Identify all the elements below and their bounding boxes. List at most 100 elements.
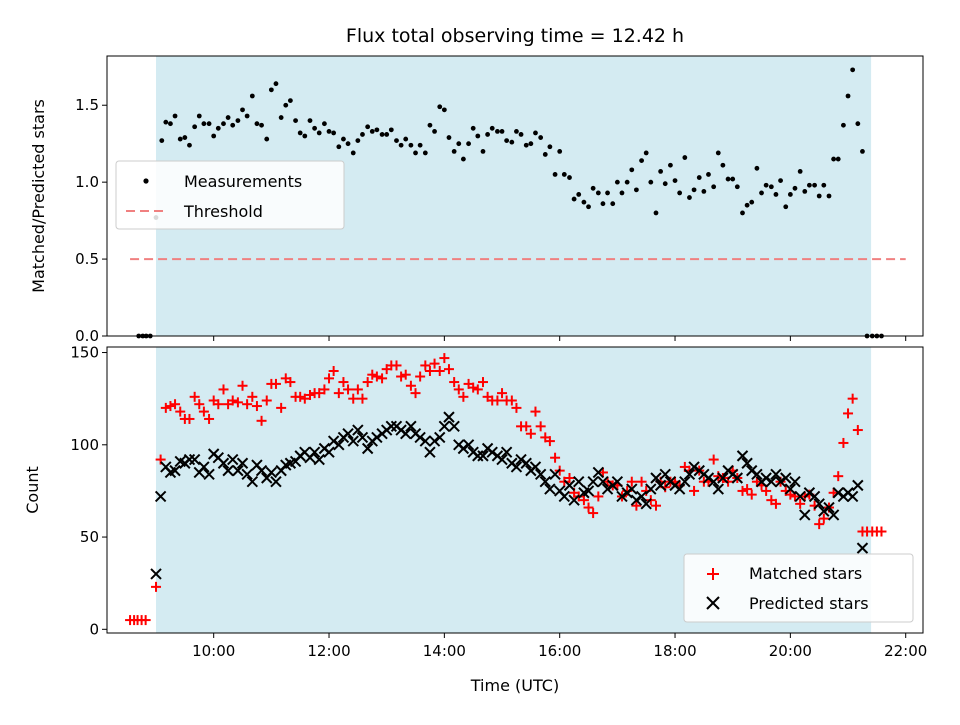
measurement-point (619, 190, 625, 196)
matched-star-point (631, 500, 642, 511)
predicted-star-point (789, 475, 801, 488)
matched-star-point (218, 384, 229, 395)
top-ytick-label: 0.0 (75, 327, 99, 345)
predicted-star-point (563, 479, 576, 492)
measurement-point (552, 172, 558, 177)
bottom-xtick-label: 10:00 (192, 642, 235, 660)
matched-star-point (838, 437, 849, 448)
matched-star-point (785, 489, 796, 500)
predicted-star-point (707, 475, 720, 488)
predicted-star-point (846, 490, 859, 503)
matched-star-point (198, 406, 209, 417)
bottom-y-axis-label: Count (23, 466, 42, 514)
measurement-point (485, 132, 491, 137)
measurement-point (816, 193, 822, 199)
measurement-point (826, 193, 832, 199)
matched-star-point (559, 476, 570, 487)
measurement-point (172, 113, 178, 119)
measurement-point (835, 156, 841, 162)
matched-star-point (708, 454, 719, 465)
predicted-star-point (342, 428, 354, 440)
measurement-point (206, 121, 212, 127)
predicted-star-point (265, 466, 278, 479)
predicted-star-point (183, 453, 196, 466)
measurement-point (509, 139, 515, 145)
legend-threshold-label: Threshold (183, 202, 263, 221)
legend-predicted-marker (706, 596, 720, 610)
predicted-star-point (255, 464, 268, 477)
measurement-point (341, 136, 346, 142)
matched-star-point (151, 581, 162, 592)
predicted-star-point (434, 431, 446, 444)
measurement-point (802, 188, 808, 194)
predicted-star-point (327, 435, 340, 447)
matched-star-point (314, 388, 325, 399)
predicted-star-point (347, 435, 359, 447)
measurement-point (312, 125, 318, 131)
measurement-point (518, 132, 524, 137)
bottom-x-ticks: 10:00 12:00 14:00 16:00 18:00 20:00 22:00 (192, 633, 927, 660)
measurement-point (398, 142, 404, 148)
matched-star-point (847, 393, 858, 404)
top-plot-frame (106, 55, 924, 337)
predicted-star-point (751, 468, 763, 481)
measurement-point (182, 135, 188, 140)
measurement-point (432, 128, 437, 134)
matched-star-point (453, 384, 464, 395)
predicted-star-point (827, 509, 840, 521)
predicted-star-point (448, 420, 460, 433)
predicted-star-point (760, 472, 772, 484)
matched-star-point (429, 358, 440, 369)
bottom-xtick-label: 22:00 (884, 642, 927, 660)
bottom-xtick-label: 14:00 (423, 642, 466, 660)
matched-star-point (170, 399, 181, 410)
predicted-star-point (323, 446, 335, 458)
measurement-point (730, 176, 736, 182)
measurement-point (538, 135, 544, 140)
top-legend: Measurements Threshold (115, 160, 345, 230)
measurement-point (196, 113, 202, 119)
predicted-star-point (515, 453, 527, 466)
predicted-star-point (799, 509, 811, 521)
measurement-point (677, 190, 683, 196)
predicted-star-point (592, 466, 605, 479)
measurement-point (365, 124, 371, 130)
predicted-star-point (150, 568, 162, 580)
measurement-point (355, 138, 361, 144)
matched-star-point (795, 498, 806, 509)
predicted-star-point (746, 464, 758, 477)
predicted-star-point (236, 457, 249, 469)
measurement-point (235, 118, 241, 124)
predicted-star-point (424, 446, 436, 458)
matched-star-point (544, 436, 555, 447)
matched-star-point (194, 399, 205, 410)
matched-star-point (204, 413, 215, 424)
predicted-star-point (673, 483, 686, 495)
bottom-panel: 0 50 100 150 10:00 12:00 14:00 16:00 18:00 20:00… (23, 344, 927, 695)
legend-matched-label: Matched stars (749, 564, 862, 583)
measurement-point (514, 128, 519, 134)
measurement-point (336, 144, 342, 150)
predicted-star-point (856, 542, 869, 554)
matched-star-point (343, 384, 354, 395)
matched-star-point (468, 382, 479, 393)
matched-star-point (304, 389, 315, 400)
predicted-star-point (217, 457, 230, 469)
matched-star-point (299, 393, 310, 404)
measurement-point (561, 172, 567, 177)
predicted-star-point (823, 501, 835, 514)
predicted-star-point (477, 450, 489, 462)
predicted-star-point (650, 472, 662, 484)
measurement-point (744, 202, 750, 208)
predicted-star-point (486, 446, 498, 458)
matched-star-point (165, 401, 176, 412)
predicted-star-point (232, 464, 244, 477)
measurement-point (489, 125, 495, 131)
top-ytick-label: 1.0 (75, 173, 99, 191)
predicted-star-point (654, 479, 667, 492)
matched-star-point (814, 519, 825, 530)
measurement-point (614, 179, 620, 185)
measurement-point (504, 138, 510, 144)
matched-star-point (650, 500, 661, 511)
